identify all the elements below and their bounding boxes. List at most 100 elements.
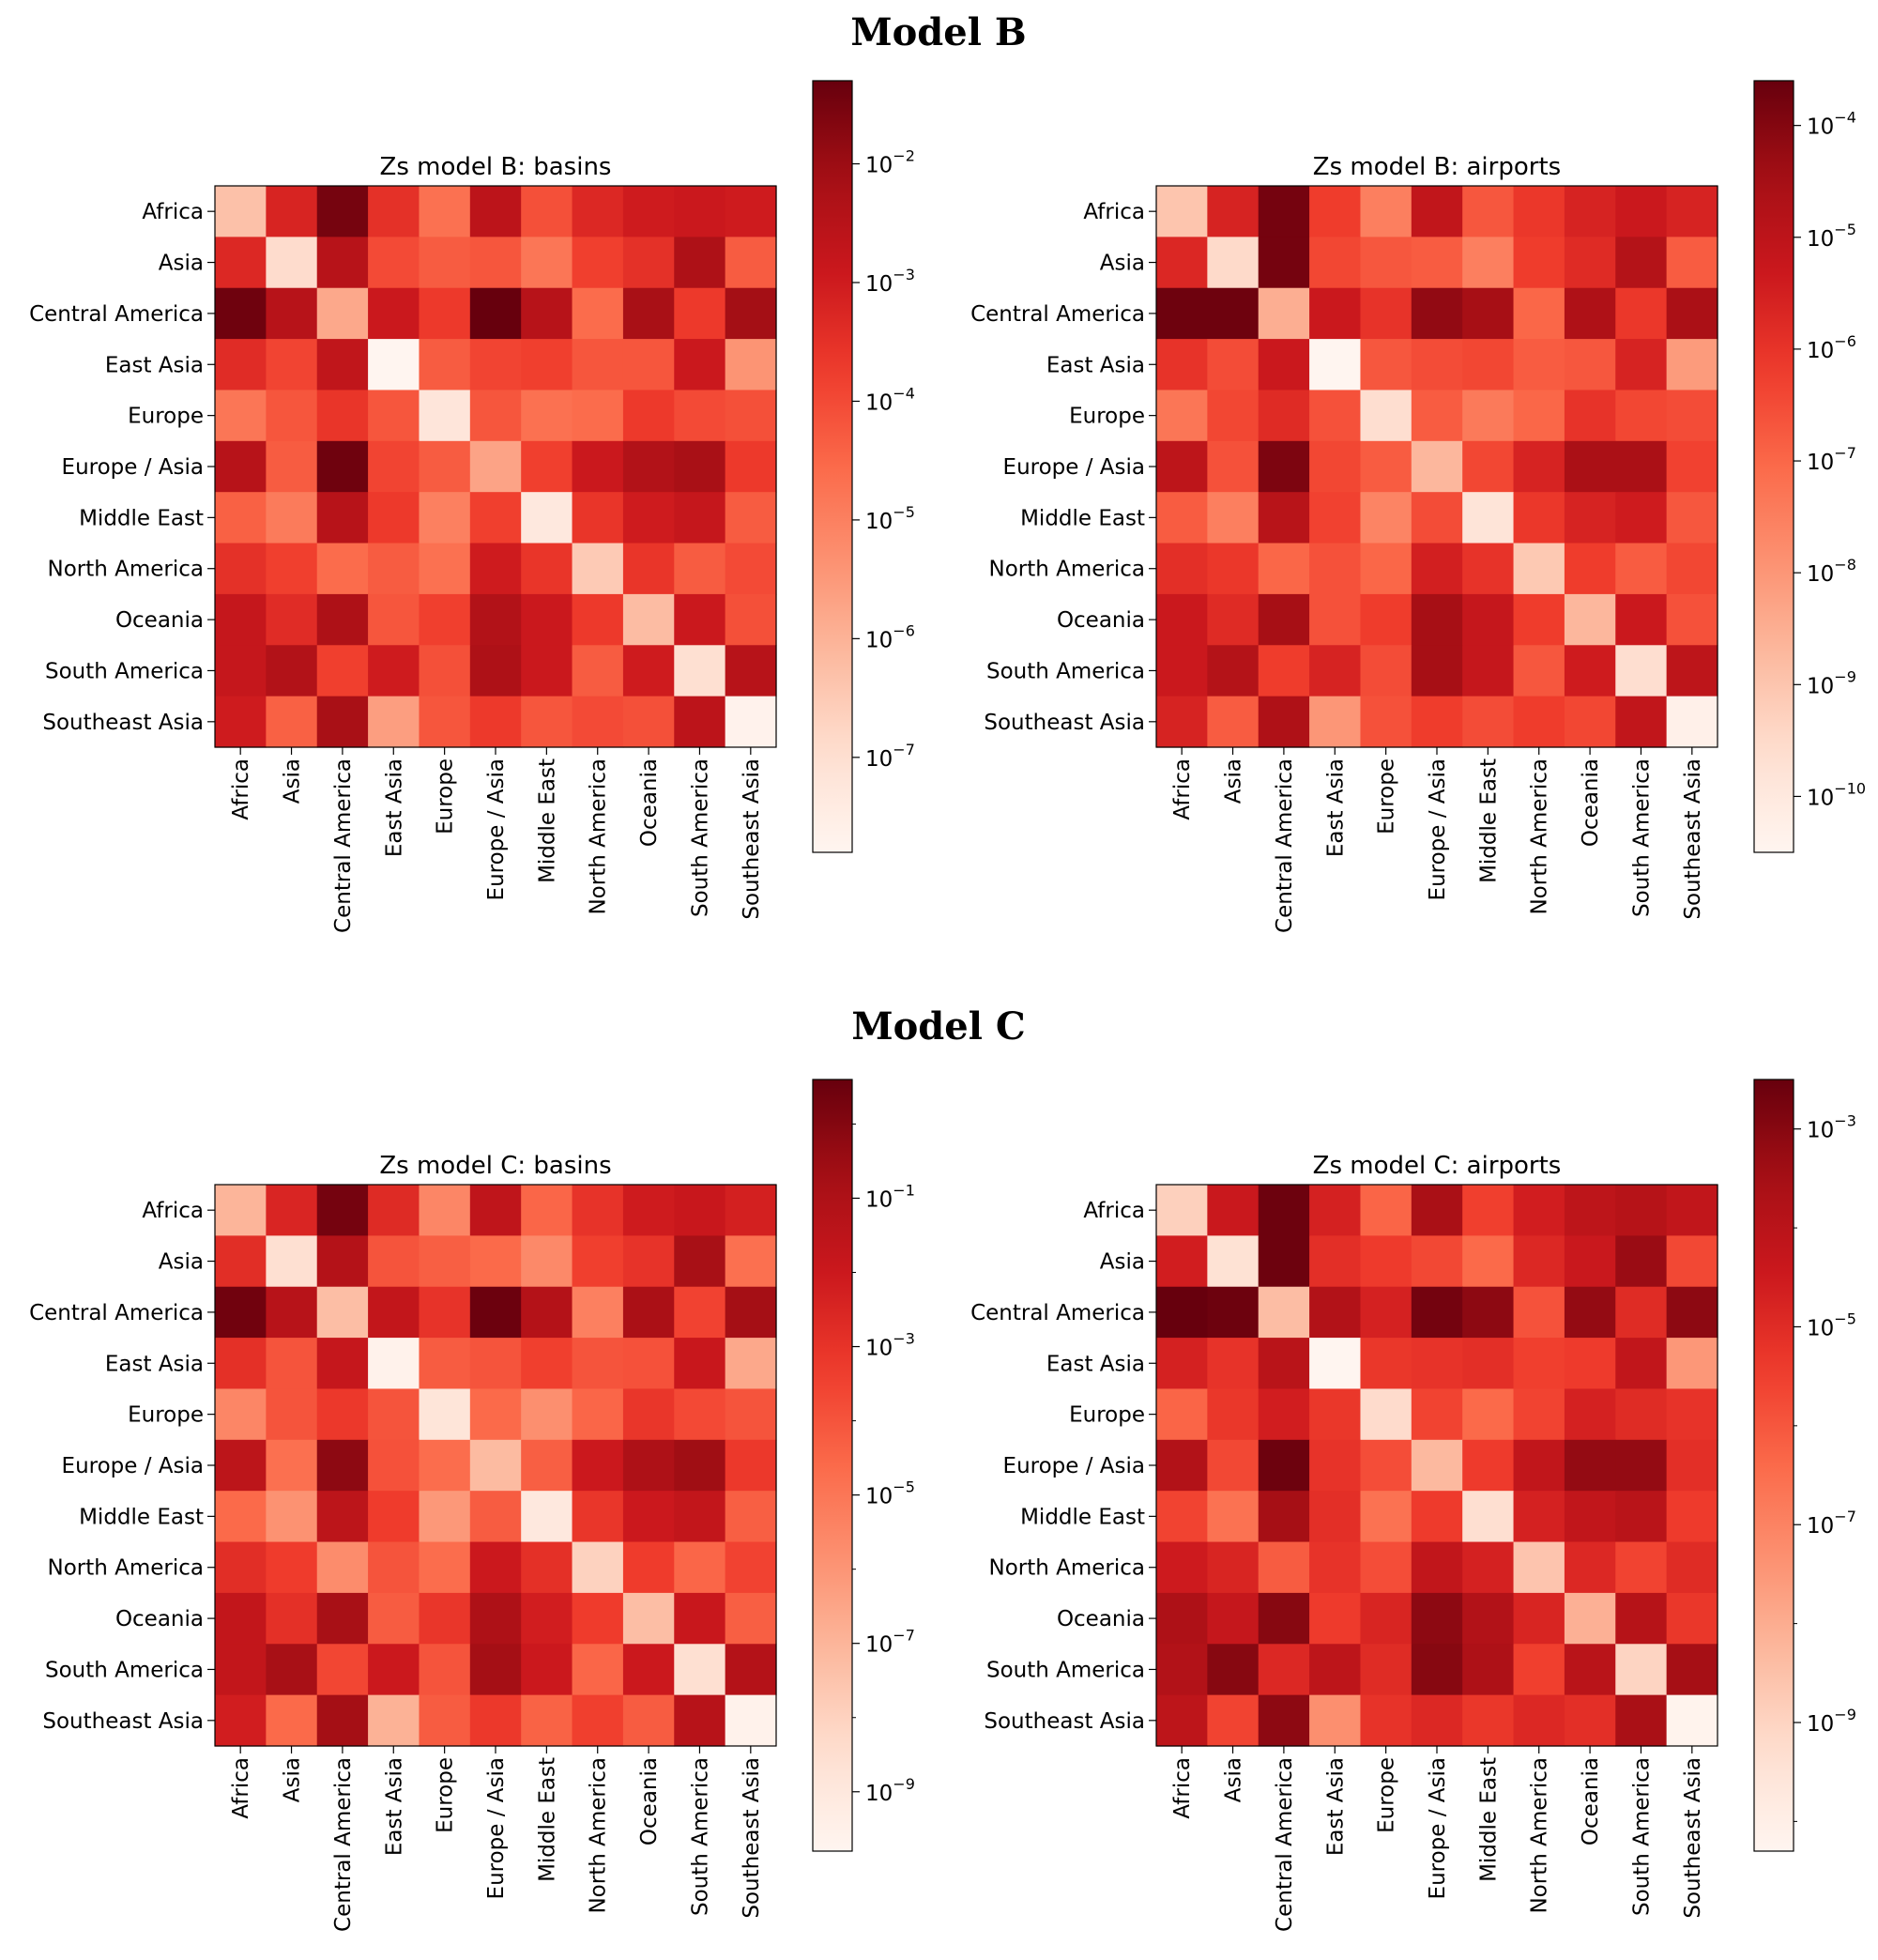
heatmap-cell-africa-asia [266,186,318,237]
heatmap-cell-southeast-asia-europe-asia [1411,1694,1463,1747]
heatmap-cell-africa-asia [1207,1185,1260,1236]
x-tick-label-central-america: Central America [331,1757,356,1932]
heatmap-cell-africa-central-america [1258,1185,1310,1236]
heatmap-cell-asia-north-america [572,1235,624,1288]
heatmap-cell-asia-africa [1156,1235,1208,1288]
heatmap-cell-east-asia-oceania [622,339,675,391]
colorbar-tick-label: 10−5 [1807,221,1856,252]
heatmap-cell-middle-east-europe-asia [469,1491,522,1543]
x-tick-label-europe: Europe [1375,1757,1399,1833]
heatmap-cell-southeast-asia-africa [215,1694,267,1747]
heatmap-cell-middle-east-central-america [316,492,369,544]
heatmap-cell-south-america-north-america [572,1644,624,1696]
heatmap-cell-southeast-asia-europe [419,1694,471,1747]
heatmap-cell-central-america-europe-asia [1411,287,1463,340]
heatmap-cell-asia-oceania [622,237,675,289]
heatmap-cell-oceania-europe-asia [469,1592,522,1645]
heatmap-cell-east-asia-north-america [572,339,624,391]
y-tick-label-southeast-asia: Southeast Asia [42,711,204,735]
heatmap-cell-middle-east-oceania [1564,492,1616,544]
heatmap-cell-oceania-asia [1207,593,1260,646]
y-tick-label-europe-asia: Europe / Asia [1003,1454,1145,1478]
heatmap-cell-europe-asia-north-america [1513,440,1565,493]
heatmap-cell-asia-asia [1207,237,1260,289]
heatmap-cell-southeast-asia-oceania [622,696,675,748]
heatmap-cell-oceania-asia [266,593,318,646]
heatmap-cell-south-america-middle-east [1462,645,1515,697]
heatmap-cell-oceania-central-america [316,1592,369,1645]
heatmap-cell-europe-asia-middle-east [521,440,573,493]
heatmap-cell-southeast-asia-europe-asia [469,696,522,748]
heatmap-cell-europe-asia-north-america [572,1439,624,1492]
heatmap-cell-central-america-east-asia [1309,1286,1362,1339]
y-tick-label-south-america: South America [45,1658,204,1682]
heatmap-cell-east-asia-central-america [1258,339,1310,391]
heatmap-cell-europe-asia-southeast-asia [1666,1439,1718,1492]
colorbar-tick-label: 10−5 [865,1478,915,1509]
heatmap-cell-southeast-asia-east-asia [368,1694,420,1747]
heatmap-cell-east-asia-middle-east [521,1338,573,1390]
colorbar-tick-label: 10−10 [1807,779,1866,810]
heatmap-cell-east-asia-north-america [1513,339,1565,391]
heatmap-cell-oceania-oceania [622,1592,675,1645]
heatmap-cell-middle-east-north-america [572,492,624,544]
heatmap-cell-europe-asia [266,1388,318,1441]
heatmap-cell-southeast-asia-north-america [1513,696,1565,748]
heatmap-cell-africa-europe-asia [1411,186,1463,237]
colorbar-tick-label: 10−4 [865,384,915,415]
heatmap-cell-east-asia-south-america [674,339,726,391]
heatmap-cell-central-america-north-america [572,287,624,340]
heatmap-cell-europe-asia-middle-east [521,1439,573,1492]
heatmap-basins-model-c: Zs model C: basins Africa Asia Central Amer… [29,1079,915,1932]
heatmap-cell-oceania-africa [215,593,267,646]
heatmap-cell-north-america-asia [1207,1541,1260,1594]
heatmap-cell-asia-asia [1207,1235,1260,1288]
heatmap-cell-southeast-asia-south-america [1615,1694,1668,1747]
heatmap-cell-southeast-asia-europe-asia [469,1694,522,1747]
heatmap-cell-europe-north-america [1513,1388,1565,1441]
heatmap-cell-north-america-europe-asia [469,543,522,595]
heatmap-cell-middle-east-north-america [1513,1491,1565,1543]
heatmap-cell-europe-asia-europe-asia [469,440,522,493]
heatmap-cell-southeast-asia-southeast-asia [1666,696,1718,748]
heatmap-cell-asia-southeast-asia [1666,237,1718,289]
heatmap-cell-oceania-middle-east [1462,1592,1515,1645]
heatmap-cell-africa-central-america [316,1185,369,1236]
colorbar-tick-label: 10−5 [1807,1309,1856,1340]
heatmap-title: Zs model B: basins [380,153,612,181]
colorbar-tick-label: 10−4 [1807,109,1856,140]
heatmap-cell-africa-south-america [1615,186,1668,237]
heatmap-cell-east-asia-east-asia [368,339,420,391]
heatmap-cell-africa-southeast-asia [725,1185,777,1236]
heatmap-cell-middle-east-southeast-asia [725,1491,777,1543]
heatmap-cell-central-america-europe [1360,287,1412,340]
heatmap-cell-middle-east-europe-asia [469,492,522,544]
heatmap-cell-africa-east-asia [1309,186,1362,237]
heatmap-cell-europe-asia [1207,1388,1260,1441]
heatmap-cell-oceania-middle-east [521,1592,573,1645]
heatmap-cell-oceania-south-america [1615,593,1668,646]
heatmap-cell-central-america-east-asia [1309,287,1362,340]
heatmap-cell-africa-north-america [572,186,624,237]
heatmap-cell-africa-europe [419,186,471,237]
heatmap-airports-model-c: Zs model C: airports Africa Asia Central Am… [970,1079,1856,1932]
heatmap-cell-southeast-asia-central-america [316,1694,369,1747]
heatmap-cell-middle-east-central-america [316,1491,369,1543]
heatmap-cell-asia-africa [215,1235,267,1288]
colorbar-tick-label: 10−7 [865,741,915,772]
heatmap-cell-africa-oceania [622,186,675,237]
heatmap-cell-europe-europe [1360,390,1412,442]
heatmap-cell-north-america-east-asia [368,1541,420,1594]
heatmap-cell-oceania-north-america [1513,1592,1565,1645]
heatmap-cell-central-america-middle-east [521,1286,573,1339]
heatmap-cell-north-america-asia [1207,543,1260,595]
heatmap-cell-oceania-oceania [1564,593,1616,646]
x-tick-label-middle-east: Middle East [1476,1757,1501,1882]
x-tick-label-asia: Asia [1222,758,1246,804]
heatmap-cell-south-america-north-america [1513,645,1565,697]
heatmap-cell-central-america-south-america [1615,1286,1668,1339]
heatmap-cell-central-america-africa [1156,1286,1208,1339]
heatmap-cell-central-america-middle-east [1462,287,1515,340]
heatmap-cell-south-america-southeast-asia [725,645,777,697]
heatmap-cell-oceania-europe [1360,1592,1412,1645]
